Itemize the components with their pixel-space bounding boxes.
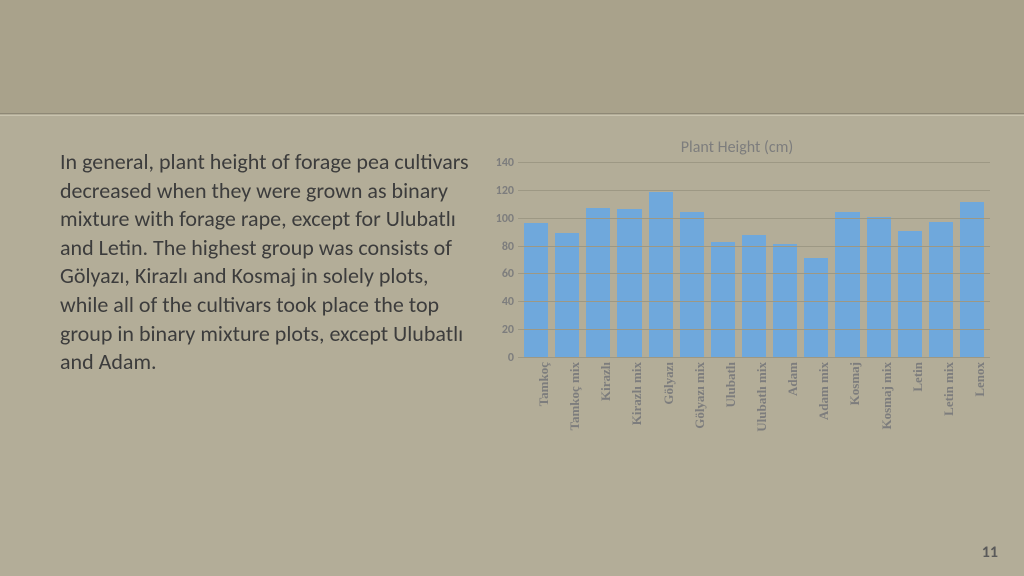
ytick-label: 100 [490, 212, 514, 226]
bar [555, 233, 579, 358]
xlabel: Adam [785, 362, 801, 396]
content-row: In general, plant height of forage pea c… [0, 130, 1024, 576]
gridline [518, 246, 990, 247]
bar [680, 212, 704, 358]
ytick-label: 140 [490, 156, 514, 170]
xlabel: Lenox [972, 362, 988, 397]
bar [898, 231, 922, 358]
chart-xlabels: TamkoçTamkoç mixKirazlıKirazlı mixGölyaz… [518, 362, 990, 482]
xlabel: Tamkoç mix [567, 362, 583, 431]
ytick-label: 60 [490, 267, 514, 281]
bar [867, 217, 891, 358]
xlabel-cell: Kosmaj mix [867, 362, 891, 482]
xlabel-cell: Kosmaj [835, 362, 859, 482]
xlabel: Gölyazı mix [692, 362, 708, 429]
bar [742, 235, 766, 358]
xlabel-cell: Adam [773, 362, 797, 482]
ytick-label: 20 [490, 323, 514, 337]
header-divider [0, 115, 1024, 116]
xlabel-cell: Ulubatlı [711, 362, 735, 482]
ytick-label: 40 [490, 295, 514, 309]
ytick-label: 0 [490, 351, 514, 365]
gridline [518, 273, 990, 274]
header-band [0, 0, 1024, 114]
gridline [518, 218, 990, 219]
bar [960, 202, 984, 358]
xlabel-cell: Lenox [960, 362, 984, 482]
xlabel: Tamkoç [536, 362, 552, 406]
ytick-label: 80 [490, 240, 514, 254]
xlabel: Ulubatlı [723, 362, 739, 408]
bar [929, 222, 953, 359]
chart-plot: 020406080100120140 [518, 163, 990, 358]
chart-title: Plant Height (cm) [490, 138, 1024, 157]
xlabel: Kosmaj [847, 362, 863, 405]
xlabel-cell: Adam mix [804, 362, 828, 482]
ytick-label: 120 [490, 184, 514, 198]
xlabel-cell: Tamkoç mix [555, 362, 579, 482]
xlabel-cell: Tamkoç [524, 362, 548, 482]
chart-area: 020406080100120140 TamkoçTamkoç mixKiraz… [518, 163, 990, 482]
xlabel-cell: Letin mix [929, 362, 953, 482]
bar [617, 209, 641, 358]
body-text: In general, plant height of forage pea c… [0, 130, 490, 576]
xlabel: Kosmaj mix [879, 362, 895, 430]
xlabel-cell: Gölyazı mix [680, 362, 704, 482]
xlabel-cell: Gölyazı [649, 362, 673, 482]
gridline [518, 190, 990, 191]
bar [711, 242, 735, 358]
bar [524, 223, 548, 358]
bar [835, 212, 859, 358]
xlabel: Letin mix [941, 362, 957, 416]
bar [586, 208, 610, 358]
xlabel: Gölyazı [661, 362, 677, 405]
xlabel: Kirazlı [598, 362, 614, 401]
gridline [518, 162, 990, 163]
xlabel-cell: Kirazlı mix [617, 362, 641, 482]
gridline [518, 329, 990, 330]
xlabel-cell: Kirazlı [586, 362, 610, 482]
xlabel-cell: Letin [898, 362, 922, 482]
xlabel: Ulubatlı mix [754, 362, 770, 432]
xlabel-cell: Ulubatlı mix [742, 362, 766, 482]
page-number: 11 [982, 543, 998, 562]
xlabel: Kirazlı mix [629, 362, 645, 425]
plant-height-chart: Plant Height (cm) 020406080100120140 Tam… [490, 130, 1024, 576]
xlabel: Letin [910, 362, 926, 392]
xlabel: Adam mix [816, 362, 832, 420]
gridline [518, 301, 990, 302]
gridline [518, 357, 990, 358]
